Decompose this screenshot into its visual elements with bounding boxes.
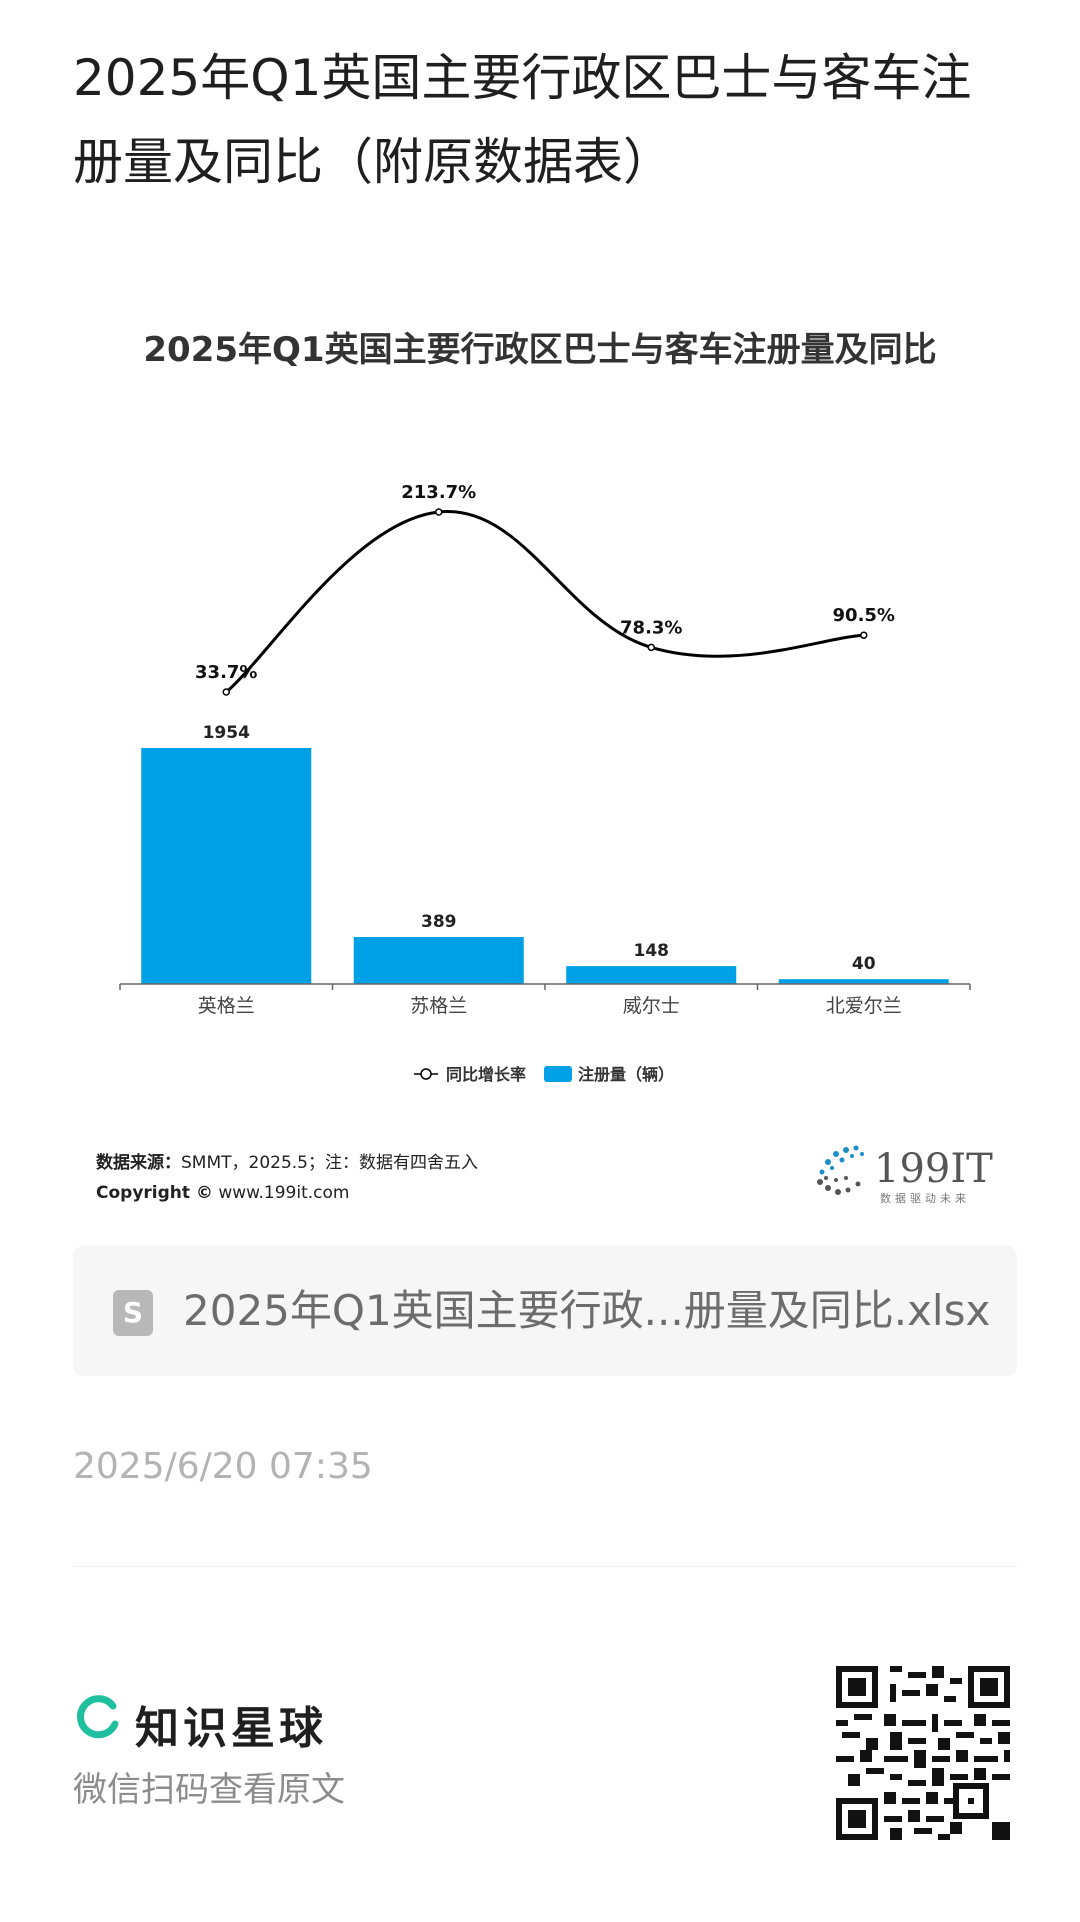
dots-logo-icon: 199IT 数据驱动未来 <box>817 1145 993 1205</box>
bar <box>141 748 312 984</box>
bar <box>353 937 524 984</box>
axis-layer: 英格兰 苏格兰 威尔士 北爱尔兰 <box>119 983 971 1017</box>
line-point <box>435 508 443 516</box>
line-point <box>860 631 868 639</box>
legend-line-label: 同比增长率 <box>446 1065 526 1084</box>
line-data-label: 78.3% <box>620 617 682 638</box>
bar-data-label: 389 <box>421 912 457 932</box>
x-tick-label: 英格兰 <box>198 995 255 1017</box>
199it-logo: 199IT 数据驱动未来 <box>808 1134 1008 1208</box>
bar <box>566 966 737 984</box>
bar-data-label: 148 <box>634 941 670 961</box>
attachment-card[interactable]: S 2025年Q1英国主要行政...册量及同比.xlsx <box>73 1246 1017 1376</box>
chart: 1954 389 148 40 33.7% 213.7% 78.3% 90.5% 英格兰 苏格… <box>119 482 971 1084</box>
spreadsheet-icon: S <box>113 1290 153 1336</box>
copyright-text: www.199it.com <box>218 1183 350 1203</box>
attachment-filename[interactable]: 2025年Q1英国主要行政...册量及同比.xlsx <box>183 1286 991 1335</box>
line-data-label: 213.7% <box>401 482 476 503</box>
x-tick-label: 威尔士 <box>623 995 680 1017</box>
legend-bar-label: 注册量（辆） <box>578 1065 674 1084</box>
line-point <box>647 643 655 652</box>
source-note: 数据来源：SMMT，2025.5；注：数据有四舍五入 Copyright © w… <box>96 1148 478 1208</box>
bar-data-label: 1954 <box>203 723 250 743</box>
legend-layer: 同比增长率 注册量（辆） <box>414 1065 674 1084</box>
bar <box>778 979 949 984</box>
timestamp: 2025/6/20 07:35 <box>73 1446 373 1487</box>
page-title: 2025年Q1英国主要行政区巴士与客车注册量及同比（附原数据表） <box>73 49 972 191</box>
copyright-label: Copyright © <box>96 1183 213 1203</box>
line-data-label: 90.5% <box>833 605 895 626</box>
chart-title: 2025年Q1英国主要行政区巴士与客车注册量及同比 <box>143 330 937 370</box>
legend-bar-swatch <box>544 1066 572 1082</box>
x-tick-label: 北爱尔兰 <box>826 995 902 1017</box>
source-label: 数据来源： <box>96 1153 181 1173</box>
zsxq-logo-icon <box>77 1695 119 1739</box>
source-text: SMMT，2025.5；注：数据有四舍五入 <box>181 1153 478 1173</box>
bar-data-label: 40 <box>852 954 876 974</box>
line-layer: 33.7% 213.7% 78.3% 90.5% <box>195 482 895 696</box>
line-data-label: 33.7% <box>195 662 257 683</box>
divider <box>73 1566 1017 1567</box>
logo-text: 199IT <box>874 1146 993 1192</box>
qr-code-icon[interactable] <box>836 1666 1010 1840</box>
legend-line-marker <box>420 1068 432 1080</box>
logo-subtitle: 数据驱动未来 <box>880 1191 970 1205</box>
brand-subtitle: 微信扫码查看原文 <box>73 1770 345 1810</box>
bars-layer: 1954 389 148 40 <box>141 723 949 984</box>
line-point <box>222 688 230 696</box>
x-tick-label: 苏格兰 <box>410 995 467 1017</box>
brand-name: 知识星球 <box>135 1703 327 1754</box>
growth-line <box>225 510 864 694</box>
